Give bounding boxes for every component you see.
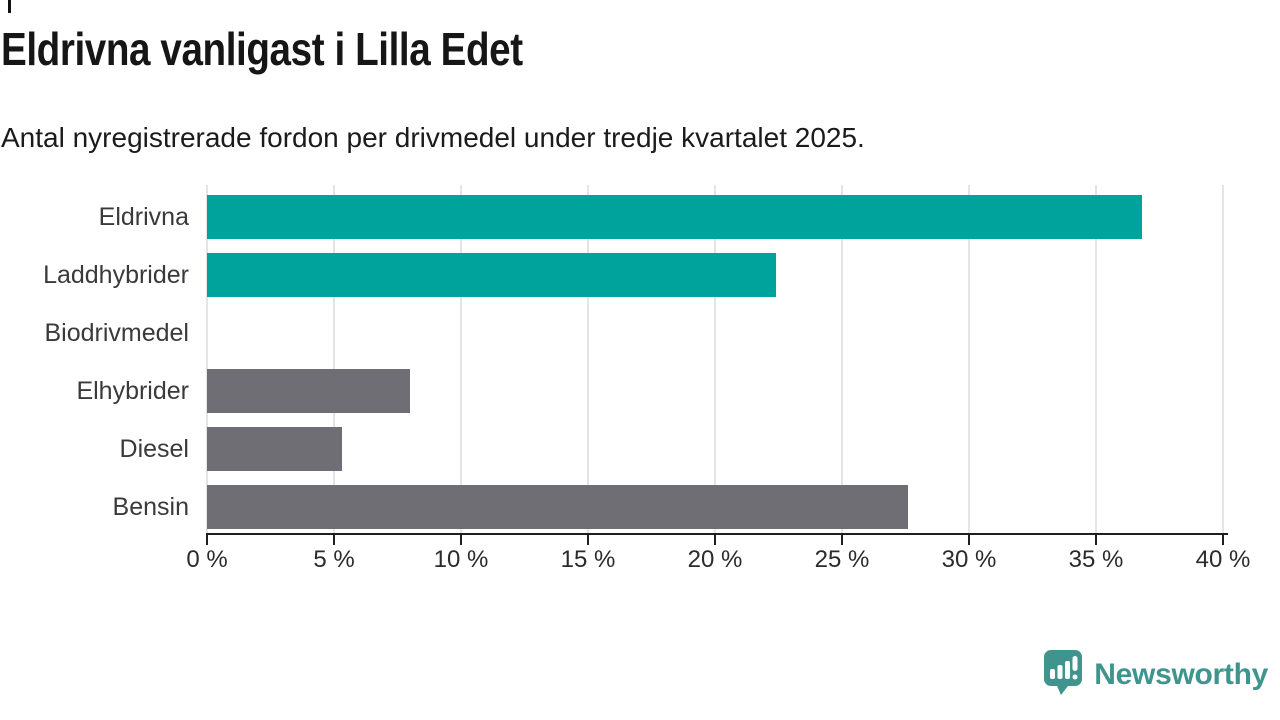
category-label-bensin: Bensin <box>112 492 189 521</box>
brand-wordmark: Newsworthy <box>1094 657 1268 691</box>
category-label-laddhybrider: Laddhybrider <box>43 260 189 289</box>
plot-area: 0 % 5 % 10 % 15 % 20 % 25 % 30 % 35 % 40 % <box>186 185 1250 573</box>
gridline <box>460 185 462 533</box>
gridline <box>1222 185 1224 533</box>
corner-artifact <box>8 0 11 13</box>
category-label-diesel: Diesel <box>119 434 189 463</box>
x-tick-label: 20 % <box>687 546 743 573</box>
x-axis-tick <box>841 533 843 545</box>
x-axis-line <box>206 533 1228 535</box>
gridline <box>206 185 208 533</box>
x-tick-label: 35 % <box>1068 546 1124 573</box>
newsworthy-icon <box>1040 648 1084 701</box>
bar-eldrivna <box>207 195 1142 239</box>
category-label-elhybrider: Elhybrider <box>76 376 189 405</box>
x-axis-tick <box>206 533 208 545</box>
x-axis-tick <box>333 533 335 545</box>
x-tick-label: 40 % <box>1195 546 1251 573</box>
bar-diesel <box>207 427 342 471</box>
x-axis-tick <box>968 533 970 545</box>
x-tick-label: 5 % <box>313 546 355 573</box>
brand-logo: Newsworthy <box>1040 648 1268 701</box>
gridline <box>587 185 589 533</box>
bar-laddhybrider <box>207 253 776 297</box>
x-tick-label: 25 % <box>814 546 870 573</box>
x-tick-label: 15 % <box>560 546 616 573</box>
category-label-eldrivna: Eldrivna <box>98 202 189 231</box>
gridline <box>841 185 843 533</box>
x-tick-label: 30 % <box>941 546 997 573</box>
x-axis-tick <box>460 533 462 545</box>
x-axis-tick <box>1095 533 1097 545</box>
x-axis-tick <box>587 533 589 545</box>
gridline <box>714 185 716 533</box>
x-tick-label: 0 % <box>186 546 228 573</box>
gridline <box>333 185 335 533</box>
bar-elhybrider <box>207 369 411 413</box>
x-axis-tick <box>1222 533 1224 545</box>
chart-subtitle: Antal nyregistrerade fordon per drivmede… <box>1 122 865 153</box>
gridline <box>1095 185 1097 533</box>
chart-title: Eldrivna vanligast i Lilla Edet <box>1 23 523 75</box>
category-label-biodrivmedel: Biodrivmedel <box>44 318 189 347</box>
category-axis: Eldrivna Laddhybrider Biodrivmedel Elhybrid… <box>0 185 189 533</box>
x-tick-label: 10 % <box>433 546 489 573</box>
bar-chart: Eldrivna Laddhybrider Biodrivmedel Elhybrid… <box>0 185 1280 605</box>
x-axis-tick <box>714 533 716 545</box>
gridline <box>968 185 970 533</box>
bar-bensin <box>207 485 909 529</box>
